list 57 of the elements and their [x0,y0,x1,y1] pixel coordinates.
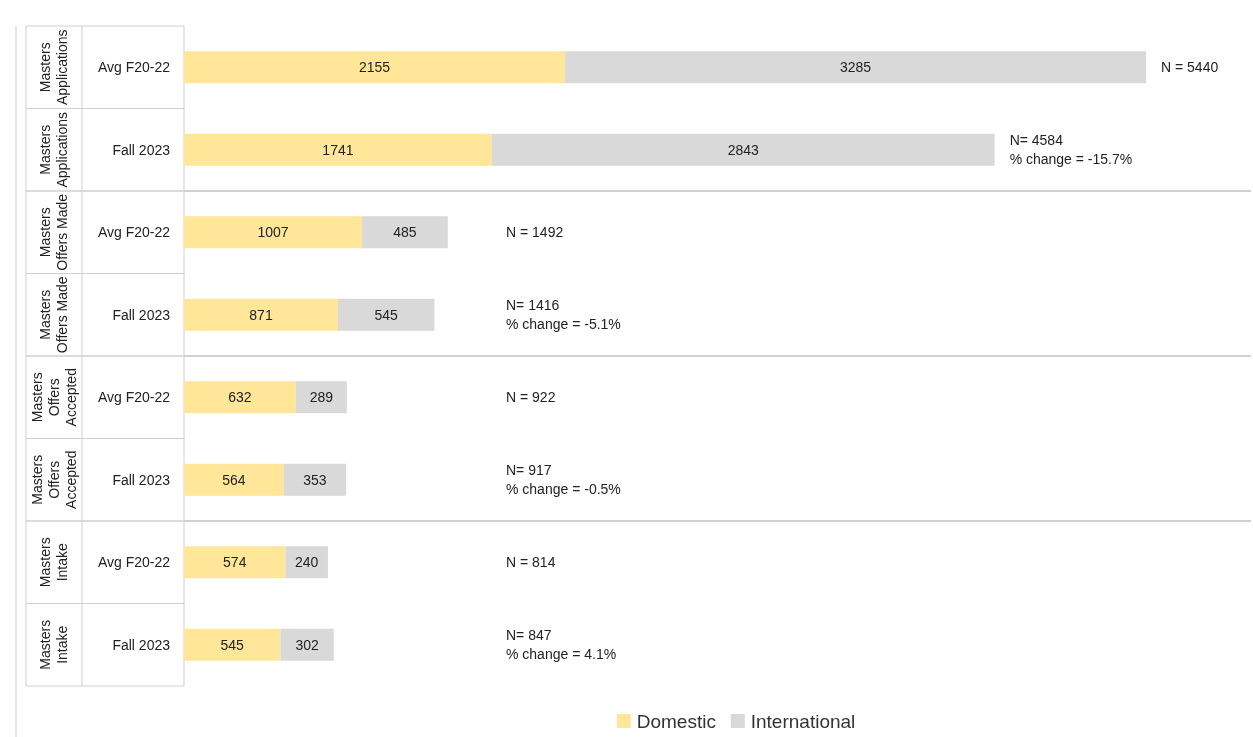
data-label: 564 [222,471,246,488]
bar [184,381,296,414]
bar [184,216,363,249]
text: Masters Intake [37,537,71,588]
annotation: N= 1416 % change = -5.1% [506,297,621,333]
bar [184,51,566,84]
data-label: 1007 [257,224,289,241]
y-tick-label: Avg F20-22 [97,224,171,241]
text: Masters Applications [37,29,71,105]
bar [338,298,435,331]
y-tick-label: Avg F20-22 [97,554,171,571]
data-label: 240 [295,554,319,571]
data-label: 545 [374,306,399,323]
text: Masters Offers Made [37,193,71,271]
y-tick-label: Avg F20-22 [97,389,171,406]
y-tick-label: Fall 2023 [112,141,171,158]
data-label: 3285 [839,59,872,76]
bar [184,298,339,331]
data-label: 2155 [358,59,391,76]
y-tick-label: Avg F20-22 [97,59,171,76]
y-tick-label: Fall 2023 [112,471,171,488]
bar [295,381,347,414]
data-label: 871 [249,306,273,323]
annotation: N = 922 [506,389,556,406]
bar [362,216,448,249]
text: Masters Offers Made [37,276,71,354]
text: N = 5440 [1161,59,1219,76]
data-label: 302 [295,636,319,653]
annotation: N= 847 % change = 4.1% [506,627,617,663]
data-label: 289 [309,389,334,406]
bar [280,628,334,661]
data-label: 485 [393,224,417,241]
text: Masters Applications [37,112,71,188]
data-label: 1741 [322,141,354,158]
bar [565,51,1146,84]
legend-label: International [750,710,856,732]
bar [184,133,492,166]
bar [184,546,286,579]
annotation: N= 917 % change = -0.5% [506,462,621,498]
annotation: N= 4584 % change = -15.7% [1009,132,1133,168]
bar [184,463,284,496]
bar [491,133,995,166]
text: Masters Intake [37,619,71,670]
annotation: N = 1492 [506,224,564,241]
data-label: 632 [228,389,252,406]
text: Masters Offers Accepted [28,450,79,509]
annotation: N = 814 [506,554,556,571]
bar [184,628,281,661]
text: Masters Offers Accepted [28,368,79,427]
data-label: 353 [303,471,327,488]
y-tick-label: Fall 2023 [112,636,171,653]
data-label: 2843 [727,141,760,158]
data-label: 545 [220,636,245,653]
bar [283,463,347,496]
data-label: 574 [223,554,247,571]
legend-label: Domestic [636,710,716,732]
y-tick-label: Fall 2023 [112,306,171,323]
